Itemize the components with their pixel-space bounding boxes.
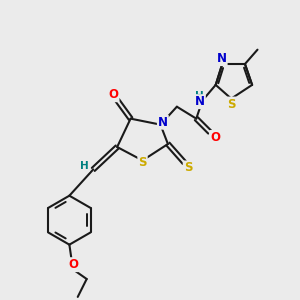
Text: S: S: [138, 156, 147, 169]
Text: S: S: [228, 98, 236, 110]
Text: O: O: [68, 258, 78, 271]
Text: N: N: [158, 116, 168, 129]
Text: S: S: [184, 161, 192, 174]
Text: H: H: [196, 91, 204, 101]
Text: O: O: [109, 88, 118, 101]
Text: O: O: [210, 131, 220, 144]
Text: N: N: [195, 95, 205, 108]
Text: H: H: [80, 161, 89, 171]
Text: N: N: [217, 52, 227, 65]
